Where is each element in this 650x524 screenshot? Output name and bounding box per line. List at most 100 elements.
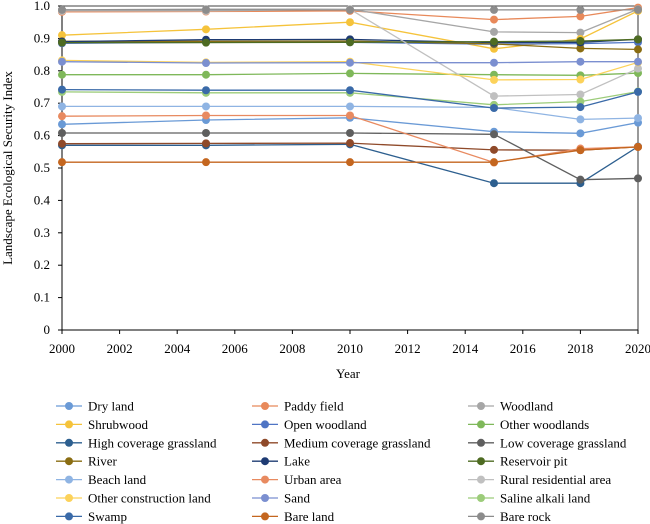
series-line [61,117,639,134]
data-point [202,59,210,68]
data-point [58,139,66,148]
series-line [61,6,639,21]
data-point [202,111,210,120]
data-point [346,102,354,111]
legend-label: Medium coverage grassland [284,435,431,450]
data-point [490,130,498,139]
legend-item: Saline alkali land [468,491,591,506]
series-line [61,38,639,44]
data-point [634,87,642,96]
data-point [490,158,498,167]
series-line [62,38,639,44]
legend-swatch-marker [261,438,269,447]
legend-label: Other woodlands [500,417,589,432]
legend-item: Shrubwood [56,417,148,432]
legend-item: Lake [252,454,310,469]
y-tick-label: 1.0 [34,0,50,13]
data-point [202,139,210,148]
x-tick-label: 2014 [452,341,479,356]
legend-item: Bare rock [468,509,551,524]
legend-label: Lake [284,454,310,469]
data-point [490,37,498,46]
data-point [58,120,66,129]
series-line [61,61,638,64]
data-point [346,5,354,14]
y-tick-label: 0.1 [34,290,50,305]
series-line [62,105,639,121]
data-point [576,75,585,84]
data-point [202,70,210,79]
series-line [62,72,639,76]
legend-label: Rural residential area [500,472,611,487]
data-point [346,139,354,148]
legend-item: Beach land [56,472,147,487]
data-point [490,27,498,36]
legend-swatch-marker [65,457,73,466]
data-point [634,114,642,123]
x-tick-label: 2018 [567,341,593,356]
data-point [58,129,66,138]
legend-swatch-marker [477,494,485,502]
data-point [634,64,642,73]
x-tick-label: 2020 [625,341,650,356]
y-tick-label: 0.6 [34,128,51,143]
legend-item: Bare land [252,509,335,524]
data-point [634,57,642,66]
legend-swatch-marker [261,475,269,484]
data-point [490,15,498,24]
y-axis-label: Landscape Ecological Security Index [0,71,15,265]
data-point [58,5,66,14]
y-tick-label: 0.5 [34,160,50,175]
data-point [576,175,585,184]
legend: Dry land Paddy field Woodland Shrubwood Open… [56,399,627,524]
legend-item: Rural residential area [468,472,611,487]
data-point [576,28,585,37]
series-line [61,114,639,164]
legend-swatch-marker [261,457,269,466]
legend-item: Other construction land [56,491,211,506]
legend-swatch-marker [477,457,485,466]
legend-swatch-marker [261,512,269,521]
data-point [576,103,585,112]
y-tick-label: 0.9 [34,30,50,45]
x-tick-label: 2000 [49,341,75,356]
y-tick-label: 0.4 [34,192,51,207]
data-point [58,57,66,66]
legend-item: Reservoir pit [468,454,568,469]
data-point [634,142,642,151]
data-point [576,146,585,155]
legend-label: Bare land [284,509,335,524]
legend-label: Bare rock [500,509,551,524]
x-tick-label: 2012 [395,341,421,356]
data-point [346,69,354,78]
legend-item: Paddy field [252,399,344,414]
legend-label: Swamp [88,509,127,524]
data-point [490,145,498,154]
legend-swatch-marker [477,475,485,484]
data-point [202,5,210,14]
y-tick-label: 0.3 [34,225,50,240]
series-line [62,146,639,163]
legend-swatch-marker [477,438,485,447]
data-point [346,58,354,67]
legend-label: Urban area [284,472,342,487]
legend-item: Dry land [56,399,134,414]
legend-swatch-marker [477,402,485,410]
data-point [346,158,354,167]
legend-item: River [56,454,118,469]
data-point [202,86,210,95]
data-point [58,112,66,121]
legend-label: Other construction land [88,491,211,506]
data-point [576,129,585,138]
data-point [634,35,642,44]
legend-label: Woodland [500,399,554,414]
data-point [576,36,585,45]
legend-swatch-marker [261,420,269,429]
legend-item: High coverage grassland [56,435,217,450]
y-tick-label: 0.8 [34,63,50,78]
data-point [576,12,585,21]
series-line [62,132,639,181]
legend-item: Woodland [468,399,554,414]
legend-label: High coverage grassland [88,435,217,450]
legend-label: Saline alkali land [500,491,591,506]
